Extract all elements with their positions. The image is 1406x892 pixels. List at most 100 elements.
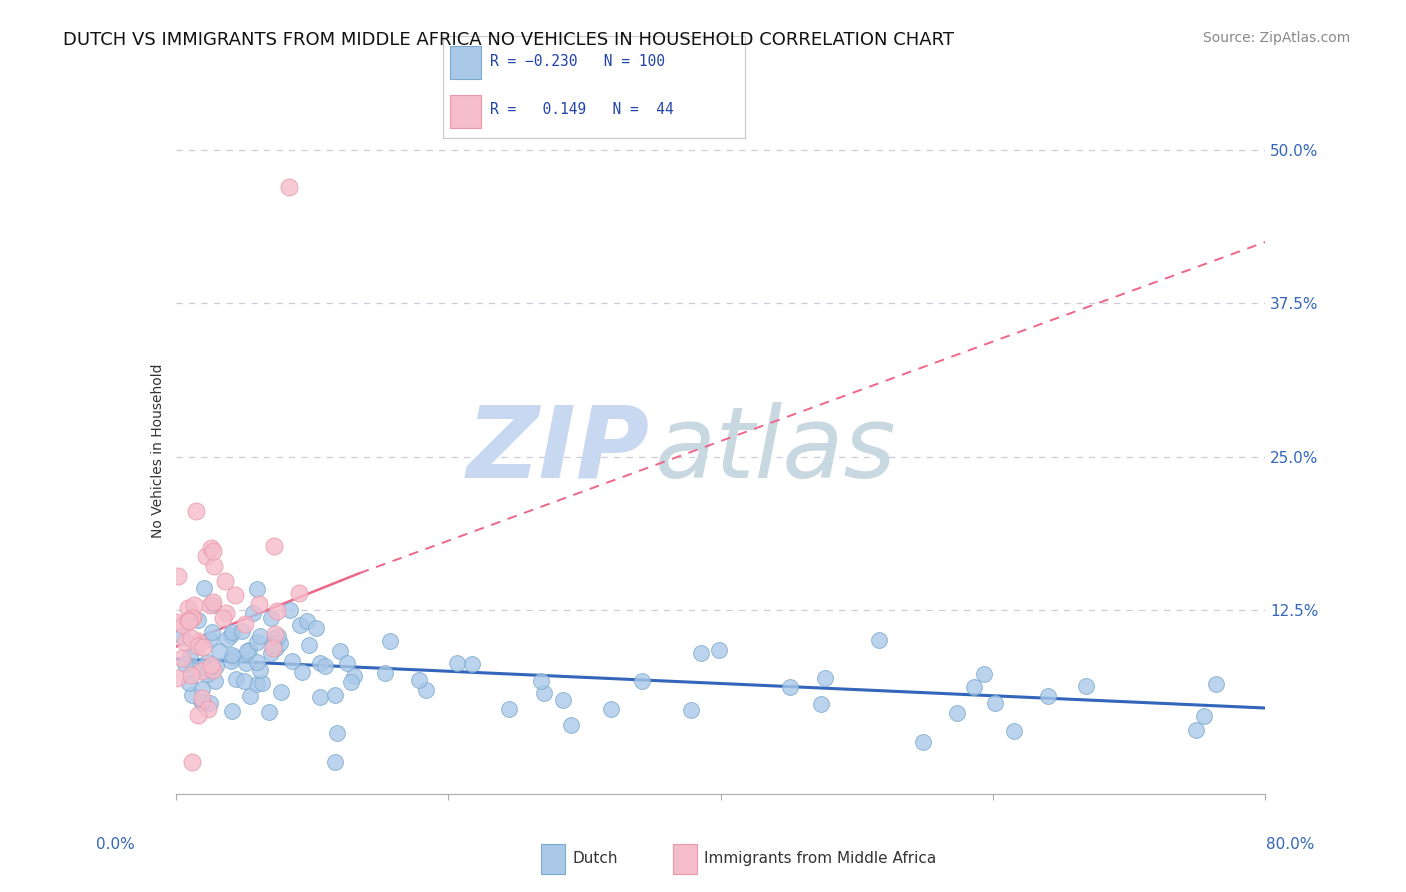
Point xyxy=(224,588,246,602)
Point xyxy=(215,632,238,646)
Point xyxy=(291,665,314,679)
Point xyxy=(181,609,204,624)
Point xyxy=(270,685,292,699)
Point xyxy=(181,611,204,625)
Point xyxy=(179,614,201,628)
Point xyxy=(288,586,311,600)
Point xyxy=(912,735,935,749)
Point xyxy=(963,680,986,694)
Point xyxy=(180,667,202,681)
Point xyxy=(343,668,366,682)
Point xyxy=(533,686,555,700)
Point xyxy=(214,574,236,588)
Point xyxy=(263,540,285,554)
Point xyxy=(408,673,430,687)
Point xyxy=(198,696,221,710)
Point xyxy=(1185,723,1208,737)
Point xyxy=(236,644,259,658)
Point xyxy=(551,692,574,706)
Point xyxy=(225,672,247,686)
Point xyxy=(560,718,582,732)
Point xyxy=(177,600,200,615)
Text: ZIP: ZIP xyxy=(467,402,650,499)
Point xyxy=(180,755,202,769)
Point xyxy=(231,624,253,638)
Point xyxy=(374,666,396,681)
Point xyxy=(415,683,437,698)
Point xyxy=(190,695,212,709)
Point xyxy=(201,625,224,640)
Point xyxy=(239,689,262,703)
Point xyxy=(205,659,228,673)
Point xyxy=(232,674,254,689)
Point xyxy=(679,703,702,717)
Point xyxy=(249,663,271,677)
Point xyxy=(172,618,194,632)
Point xyxy=(166,671,188,685)
Point xyxy=(246,677,269,691)
Point xyxy=(814,671,837,685)
Point xyxy=(277,179,299,194)
Point xyxy=(195,666,218,681)
Point xyxy=(201,598,224,612)
Point xyxy=(180,632,202,646)
Point xyxy=(224,650,246,665)
Point xyxy=(187,634,209,648)
Point xyxy=(183,599,205,613)
Point xyxy=(329,643,352,657)
Point xyxy=(221,625,243,640)
Point xyxy=(269,636,291,650)
FancyBboxPatch shape xyxy=(450,46,481,78)
Point xyxy=(325,726,347,740)
Point xyxy=(779,680,801,694)
Text: Immigrants from Middle Africa: Immigrants from Middle Africa xyxy=(704,852,936,866)
Point xyxy=(250,676,273,690)
Text: DUTCH VS IMMIGRANTS FROM MIDDLE AFRICA NO VEHICLES IN HOUSEHOLD CORRELATION CHAR: DUTCH VS IMMIGRANTS FROM MIDDLE AFRICA N… xyxy=(63,31,955,49)
Point xyxy=(262,638,284,652)
Point xyxy=(262,641,284,656)
Point xyxy=(198,632,221,646)
Point xyxy=(600,702,623,716)
Point xyxy=(323,755,346,769)
Point xyxy=(190,681,212,696)
Point xyxy=(179,676,201,690)
Point xyxy=(1076,679,1098,693)
Point xyxy=(202,663,225,677)
Point xyxy=(219,628,242,642)
Point xyxy=(295,614,318,628)
Point xyxy=(170,629,193,643)
Point xyxy=(266,629,288,643)
Point xyxy=(246,582,269,597)
Text: 80.0%: 80.0% xyxy=(1267,838,1315,852)
Point xyxy=(314,659,336,673)
Point xyxy=(184,504,207,518)
Point xyxy=(278,602,301,616)
Point xyxy=(446,657,468,671)
Point xyxy=(1002,724,1025,739)
Point xyxy=(187,613,209,627)
Point xyxy=(242,606,264,620)
Point xyxy=(166,568,188,582)
Point xyxy=(249,629,271,643)
Point xyxy=(191,696,214,710)
Point xyxy=(165,615,187,629)
Y-axis label: No Vehicles in Household: No Vehicles in Household xyxy=(150,363,165,538)
Text: Source: ZipAtlas.com: Source: ZipAtlas.com xyxy=(1202,31,1350,45)
Point xyxy=(238,643,260,657)
Point xyxy=(190,664,212,678)
Text: 0.0%: 0.0% xyxy=(96,838,135,852)
FancyBboxPatch shape xyxy=(673,845,697,874)
Point xyxy=(630,673,652,688)
Point xyxy=(530,673,553,688)
Point xyxy=(260,646,283,660)
Point xyxy=(201,595,224,609)
Point xyxy=(246,655,269,669)
Point xyxy=(208,644,231,658)
Text: R = −0.230   N = 100: R = −0.230 N = 100 xyxy=(489,54,665,70)
Point xyxy=(190,691,212,706)
Point xyxy=(868,632,890,647)
Point xyxy=(235,656,257,670)
Point xyxy=(257,706,280,720)
Point xyxy=(201,544,224,558)
Point xyxy=(336,656,359,670)
